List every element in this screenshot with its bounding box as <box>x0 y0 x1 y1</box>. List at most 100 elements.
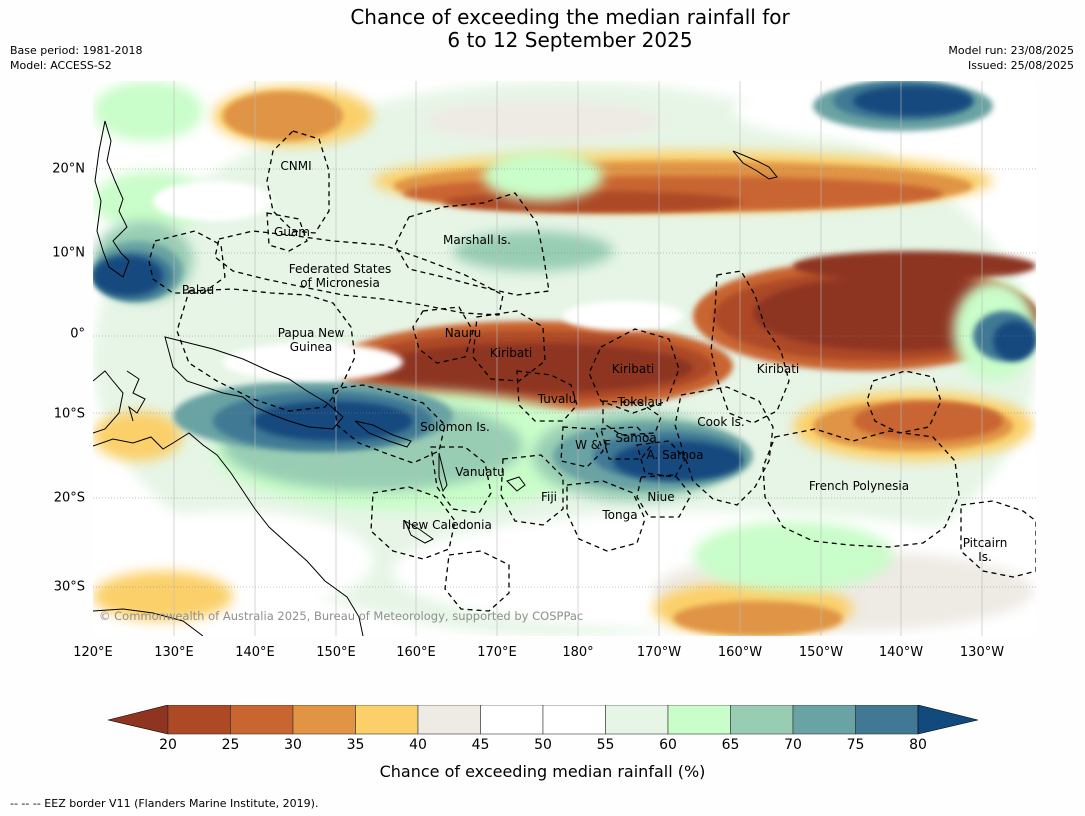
region-label: Cook Is. <box>697 415 744 429</box>
region-label: Vanuatu <box>455 465 505 479</box>
colorbar-extend-high <box>917 704 979 735</box>
region-label: Pitcairn Is. <box>963 536 1008 564</box>
coastlines <box>93 120 778 636</box>
map-canvas <box>93 81 1036 636</box>
meta-left: Base period: 1981-2018 Model: ACCESS-S2 <box>10 43 142 73</box>
field-above-80 <box>93 86 1036 481</box>
field-patch <box>93 81 203 141</box>
y-tick-label: 30°S <box>53 579 85 595</box>
field-patch <box>443 191 743 213</box>
region-label-line: Samoa <box>615 431 657 445</box>
region-label: Kiribati <box>612 362 654 376</box>
colorbar-tick-label: 70 <box>784 737 802 753</box>
region-label: Tuvalu <box>538 392 577 406</box>
region-label-line: Tonga <box>602 508 638 522</box>
field-patch <box>153 181 273 221</box>
y-tick-label: 20°S <box>53 490 85 506</box>
x-tick-label: 170°E <box>477 645 517 660</box>
eez-marshall <box>394 192 550 296</box>
region-label: Kiribati <box>757 362 799 376</box>
fiji-coast <box>506 476 526 492</box>
new-guinea-coast <box>164 336 344 430</box>
region-label-line: Guam <box>274 225 310 239</box>
region-label-line: New Caledonia <box>402 518 492 532</box>
colorbar-label: Chance of exceeding median rainfall (%) <box>379 762 706 781</box>
colorbar-tick-label: 80 <box>909 737 927 753</box>
region-label: Fiji <box>541 490 557 504</box>
eez-palau <box>148 230 226 294</box>
field-patch <box>223 91 343 141</box>
hawaii-coast <box>732 150 778 180</box>
vanuatu-coast <box>438 452 448 493</box>
y-tick-label: 20°N <box>52 161 85 177</box>
field-45-50 <box>153 181 683 381</box>
field-patch <box>253 401 413 441</box>
colorbar <box>107 704 979 739</box>
region-label-line: A. Samoa <box>646 448 704 462</box>
region-label: CNMI <box>280 159 311 173</box>
x-tick-label: 120°E <box>73 645 113 660</box>
colorbar-tick-label: 55 <box>596 737 615 753</box>
australia-coast <box>93 432 364 636</box>
region-label-line: Kiribati <box>611 362 655 376</box>
sulawesi-coast <box>126 370 146 422</box>
region-label: New Caledonia <box>402 518 492 532</box>
region-label: Papua New Guinea <box>278 326 345 354</box>
model-run: Model run: 23/08/2025 <box>948 44 1074 57</box>
eez-kiribati-w <box>472 310 546 382</box>
graticule <box>93 81 1036 636</box>
borneo-coast <box>93 370 124 434</box>
region-label-line: Palau <box>181 283 215 297</box>
eez-kiribati-c <box>588 328 680 414</box>
colorbar-tick-label: 20 <box>159 737 177 753</box>
colorbar-tick-label: 65 <box>721 737 740 753</box>
x-tick-label: 130°E <box>154 645 194 660</box>
x-tick-label: 160°W <box>717 645 763 660</box>
title-line-1: Chance of exceeding the median rainfall … <box>350 5 790 29</box>
colorbar-segment <box>230 704 294 735</box>
eez-tonga <box>566 480 646 552</box>
colorbar-segment <box>792 704 856 735</box>
region-label-line: Cook Is. <box>697 415 745 429</box>
region-label: French Polynesia <box>809 479 909 493</box>
colorbar-segment <box>167 704 231 735</box>
eez-french-polynesia <box>762 428 960 548</box>
eez-cook <box>674 386 774 506</box>
x-tick-label: 140°E <box>235 645 275 660</box>
region-label-line: Guinea <box>289 340 333 354</box>
y-tick-label: 0° <box>70 326 85 342</box>
field-patch <box>483 151 603 201</box>
colorbar-segment <box>292 704 356 735</box>
region-label: Tonga <box>602 508 637 522</box>
field-patch <box>223 343 403 381</box>
eez-borders <box>148 130 1036 612</box>
eez-vanuatu <box>430 446 492 514</box>
region-label-line: W & F <box>575 438 611 452</box>
region-label-line: Marshall Is. <box>443 233 511 247</box>
region-label: Samoa <box>615 431 656 445</box>
x-tick-label: 170°W <box>636 645 682 660</box>
region-label: Solomon Is. <box>420 420 490 434</box>
colorbar-segment <box>855 704 919 735</box>
eez-solomon <box>332 384 446 464</box>
field-patch <box>993 321 1036 361</box>
issued-date: Issued: 25/08/2025 <box>967 59 1074 72</box>
region-label-line: Solomon Is. <box>420 420 490 434</box>
colorbar-tick-label: 30 <box>284 737 302 753</box>
colorbar-svg <box>107 704 979 735</box>
field-patch <box>93 411 183 461</box>
field-patch <box>93 571 233 621</box>
region-label: Federated States of Micronesia <box>289 262 391 290</box>
field-patch <box>93 256 163 296</box>
x-tick-label: 150°W <box>798 645 844 660</box>
y-tick-label: 10°N <box>52 245 85 261</box>
region-label-line: Vanuatu <box>455 465 505 479</box>
region-label-line: Kiribati <box>756 362 800 376</box>
region-label-line: Kiribati <box>489 346 533 360</box>
field-patch <box>563 301 683 331</box>
field-patch <box>693 521 893 591</box>
field-patch <box>793 251 1036 281</box>
eez-asamoa <box>636 440 686 478</box>
chart-title: Chance of exceeding the median rainfall … <box>0 6 1085 52</box>
x-tick-label: 140°W <box>878 645 924 660</box>
